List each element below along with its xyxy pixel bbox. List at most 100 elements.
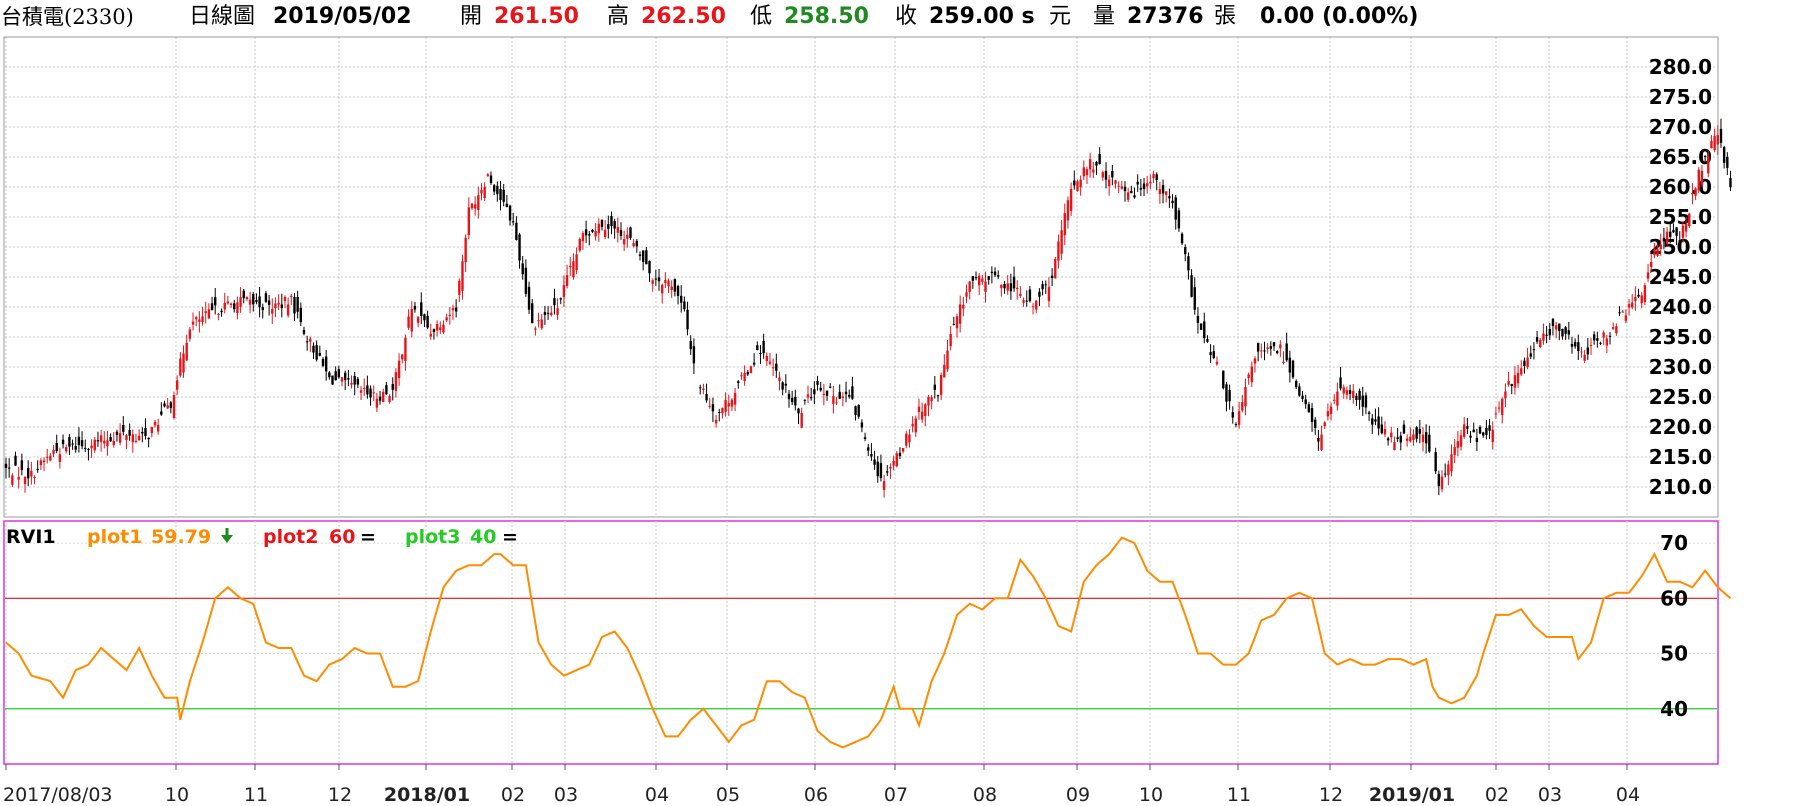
candle-body [543, 312, 547, 315]
open-label: 開 [460, 4, 483, 29]
candle-body [1107, 179, 1111, 187]
candle-body [448, 314, 451, 316]
indicator-name: RVI1 [6, 526, 56, 548]
candle-body [1314, 419, 1317, 429]
candle-body [131, 434, 134, 443]
candle-body [733, 392, 737, 405]
candle-body [911, 423, 914, 427]
candle-body [990, 271, 994, 273]
candle-body [93, 439, 96, 451]
candle-body [1329, 406, 1333, 414]
candle-body [550, 312, 553, 316]
candle-body [340, 377, 344, 382]
candle-body [860, 422, 864, 428]
candle-body [324, 356, 328, 372]
candle-body [727, 403, 730, 407]
candle-body [578, 238, 581, 251]
candle-body [1453, 447, 1456, 455]
candle-body [1577, 342, 1580, 352]
candle-body [1561, 328, 1564, 337]
candle-body [14, 455, 17, 466]
x-tick-label: 2017/08/03 [3, 784, 113, 806]
candle-body [1012, 276, 1016, 289]
candle-body [1393, 442, 1396, 450]
candle-body [920, 411, 924, 420]
candle-body [1497, 407, 1501, 409]
candle-body [477, 195, 480, 210]
candle-body [797, 408, 800, 414]
candle-body [781, 382, 784, 390]
candle-body [198, 319, 201, 322]
candle-body [635, 240, 639, 247]
candle-body [1294, 380, 1298, 388]
candle-body [746, 371, 749, 375]
candle-body [800, 412, 803, 428]
candle-body [958, 304, 962, 324]
candle-body [759, 353, 762, 355]
candle-body [90, 445, 93, 449]
candle-body [943, 364, 946, 378]
candle-body [1336, 391, 1339, 406]
candle-body [518, 234, 521, 261]
candle-body [699, 387, 702, 389]
candle-body [271, 309, 274, 314]
candle-body [226, 301, 230, 304]
high-label: 高 [607, 4, 630, 29]
candle-body [524, 267, 528, 294]
candle-body [280, 304, 283, 309]
candle-body [432, 329, 436, 332]
candle-body [803, 399, 807, 401]
candle-body [829, 386, 832, 388]
candle-body [1364, 395, 1368, 408]
candle-body [302, 329, 306, 334]
candle-body [1237, 411, 1241, 425]
candle-body [1586, 347, 1590, 355]
candle-body [1551, 318, 1555, 327]
candle-body [1409, 436, 1412, 442]
candle-body [305, 341, 309, 343]
candle-body [96, 440, 100, 442]
candle-body [977, 275, 981, 286]
candle-body [968, 281, 971, 292]
candle-body [71, 443, 74, 445]
plot3-legend-arrow: = [502, 526, 518, 548]
candle-body [1000, 284, 1003, 289]
candle-body [1231, 412, 1234, 418]
candle-body [889, 466, 892, 469]
candle-body [1301, 395, 1304, 399]
candle-body [11, 475, 14, 485]
candle-body [1675, 227, 1678, 236]
candle-body [1095, 161, 1098, 166]
candle-body [1615, 326, 1618, 334]
plot1-legend-name: plot1 [87, 526, 142, 548]
candle-body [128, 430, 131, 436]
candle-body [505, 203, 509, 207]
candle-body [1288, 357, 1292, 373]
candle-body [822, 393, 826, 396]
candle-body [1672, 229, 1675, 233]
x-tick-label: 04 [645, 784, 669, 806]
candle-body [676, 286, 680, 296]
candle-body [670, 286, 673, 291]
candle-body [1475, 437, 1479, 443]
candle-body [404, 337, 407, 361]
candle-body [248, 299, 252, 305]
candle-body [667, 280, 670, 287]
candle-body [1662, 237, 1666, 242]
price-tick-label: 265.0 [1649, 145, 1712, 169]
candle-body [492, 185, 496, 192]
candle-body [813, 389, 816, 395]
candle-body [962, 304, 965, 309]
candle-body [1291, 360, 1295, 378]
candle-body [153, 421, 157, 426]
candle-body [39, 460, 43, 466]
candle-body [1149, 181, 1152, 184]
candle-body [737, 381, 740, 384]
candle-body [1133, 195, 1136, 198]
candle-body [163, 403, 166, 407]
candle-body [924, 404, 927, 416]
candle-body [1006, 283, 1009, 291]
candle-body [1260, 350, 1263, 352]
x-tick-label: 04 [1616, 784, 1640, 806]
candle-body [261, 307, 264, 311]
